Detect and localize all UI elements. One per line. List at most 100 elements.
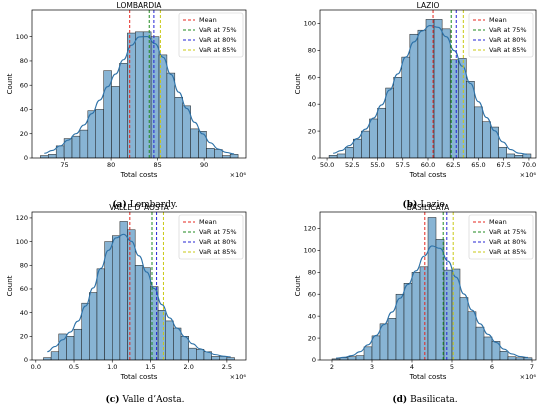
y-axis-label: Count bbox=[6, 73, 14, 94]
kde-curve bbox=[47, 233, 231, 358]
histogram-bar bbox=[449, 59, 459, 158]
x-tick-label: 60.0 bbox=[421, 161, 435, 169]
histogram-bar bbox=[344, 146, 354, 158]
plot-frame bbox=[31, 9, 247, 159]
legend: Mean VaR at 75% VaR at 80% VaR at 85% bbox=[468, 214, 534, 260]
chart-title: VALLE D`AOSTA bbox=[109, 203, 169, 212]
histogram-bar bbox=[507, 356, 517, 360]
x-tick-label: 4 bbox=[410, 363, 414, 371]
kde-curve bbox=[333, 25, 527, 155]
histogram-bar bbox=[166, 72, 176, 158]
histogram-bar bbox=[466, 81, 475, 158]
histogram-bar bbox=[369, 118, 378, 158]
histogram-bar bbox=[459, 297, 469, 360]
histogram-bar bbox=[196, 349, 205, 360]
histogram-bar bbox=[66, 336, 75, 360]
histogram-bar bbox=[173, 327, 182, 360]
chart-panel-2: VALLE D`AOSTA 0.0 0.5 1.0 1.5 2.0 2.5 0 20 40 60 80… bbox=[6, 203, 246, 381]
histogram-bar bbox=[361, 130, 370, 158]
histogram-bar bbox=[499, 350, 509, 360]
histogram-bar bbox=[328, 155, 338, 158]
x-tick-label: 80 bbox=[107, 161, 115, 169]
legend-box bbox=[178, 12, 244, 58]
histogram-bar bbox=[96, 268, 105, 360]
legend-label: Mean bbox=[489, 218, 507, 226]
histogram-bar bbox=[514, 155, 524, 158]
histogram-bar bbox=[180, 336, 189, 360]
histogram-bar bbox=[190, 128, 199, 158]
plot-content bbox=[43, 212, 235, 360]
histogram-bar bbox=[157, 310, 167, 360]
y-tick-label: 20 bbox=[20, 333, 28, 341]
y-tick-label: 20 bbox=[308, 127, 316, 135]
histogram-bar bbox=[142, 31, 152, 158]
y-tick-label: 0 bbox=[24, 356, 28, 364]
histogram-bar bbox=[433, 19, 443, 158]
figure-caption: (d) Basilicata. bbox=[392, 394, 457, 405]
histogram-bar bbox=[506, 153, 516, 158]
histogram-bar bbox=[119, 221, 128, 360]
legend-label: Mean bbox=[199, 218, 217, 226]
y-axis-label: Count bbox=[294, 275, 302, 296]
legend-box bbox=[468, 214, 534, 260]
histogram-bar bbox=[40, 155, 49, 158]
legend-label: VaR at 80% bbox=[489, 238, 527, 246]
histogram-bar bbox=[134, 265, 144, 360]
histogram-bar bbox=[475, 326, 485, 360]
plot-frame bbox=[31, 211, 247, 361]
histogram-bar bbox=[127, 32, 136, 158]
chart-panel-1: LAZIO 50.0 52.5 55.0 57.5 60.0 62.5 65.0 67.5 70.… bbox=[294, 1, 536, 179]
histogram-bar bbox=[403, 283, 413, 360]
histogram-bar bbox=[467, 311, 477, 360]
x-tick-label: 62.5 bbox=[446, 161, 460, 169]
histogram-bar bbox=[165, 320, 174, 360]
x-tick-label: 65.0 bbox=[471, 161, 485, 169]
histogram-bar bbox=[111, 86, 120, 158]
x-tick-label: 75 bbox=[60, 161, 68, 169]
plot-frame bbox=[319, 211, 537, 361]
x-tick-label: 0.5 bbox=[69, 363, 79, 371]
y-tick-label: 100 bbox=[304, 247, 316, 255]
histogram-bar bbox=[182, 105, 191, 158]
legend-label: VaR at 80% bbox=[489, 36, 527, 44]
figure-caption: (b) Lazio. bbox=[403, 199, 448, 210]
y-tick-label: 100 bbox=[16, 238, 28, 246]
y-tick-label: 80 bbox=[20, 57, 28, 65]
legend-label: VaR at 85% bbox=[489, 248, 527, 256]
histogram-bar bbox=[87, 110, 96, 158]
legend: Mean VaR at 75% VaR at 80% VaR at 85% bbox=[468, 12, 534, 58]
histogram-bar bbox=[112, 235, 121, 360]
legend: Mean VaR at 75% VaR at 80% VaR at 85% bbox=[178, 12, 244, 58]
x-tick-label: 1.0 bbox=[107, 363, 117, 371]
histogram-bar bbox=[419, 266, 429, 360]
kde-curve bbox=[335, 245, 529, 359]
y-tick-label: 0 bbox=[24, 154, 28, 162]
y-tick-label: 120 bbox=[304, 225, 316, 233]
legend-label: VaR at 85% bbox=[199, 248, 237, 256]
histogram-bar bbox=[458, 58, 467, 158]
histogram-bar bbox=[363, 346, 373, 360]
chart-title: BASILICATA bbox=[407, 203, 450, 212]
x-tick-label: 7 bbox=[530, 363, 534, 371]
chart-title: LOMBARDIA bbox=[117, 1, 163, 10]
histogram-bar bbox=[427, 217, 437, 360]
histogram-bar bbox=[417, 29, 427, 158]
histogram-bar bbox=[387, 318, 397, 360]
legend-label: Mean bbox=[489, 16, 507, 24]
histogram-bar bbox=[441, 28, 451, 158]
histogram-bar bbox=[377, 107, 386, 158]
histogram-bar bbox=[353, 138, 362, 158]
x-tick-label: 3 bbox=[370, 363, 374, 371]
histogram-bar bbox=[409, 33, 419, 158]
histogram-bar bbox=[226, 357, 235, 360]
histogram-bar bbox=[336, 153, 346, 158]
caption-text: Lombardy. bbox=[130, 200, 178, 210]
legend-box bbox=[178, 214, 244, 260]
histogram-bar bbox=[385, 87, 394, 158]
y-tick-label: 100 bbox=[16, 33, 28, 41]
x-multiplier: ×10⁶ bbox=[230, 373, 247, 381]
histogram-bar bbox=[119, 63, 128, 158]
histogram-bar bbox=[142, 267, 151, 360]
histogram-bar bbox=[498, 146, 507, 158]
